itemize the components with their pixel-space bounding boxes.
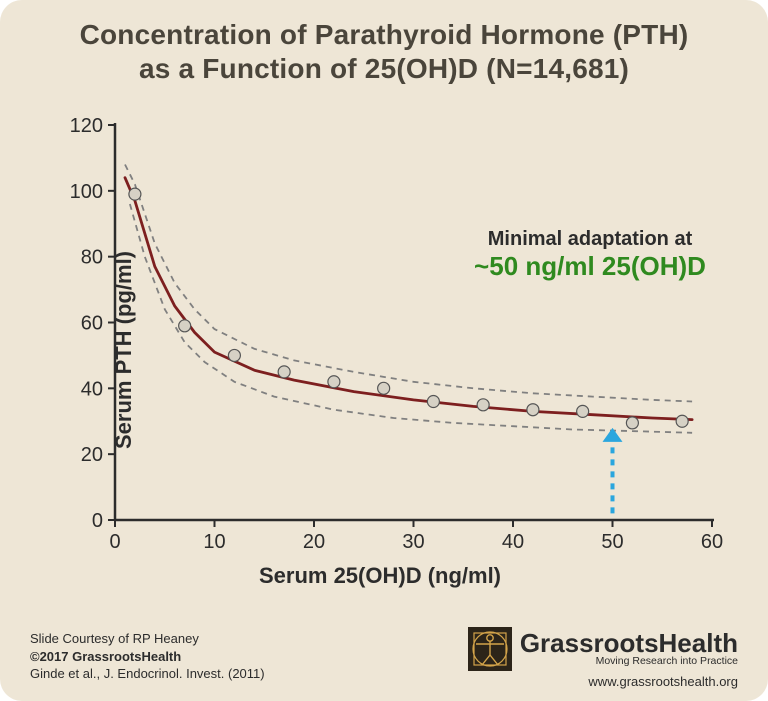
brand-name: GrassrootsHealth xyxy=(520,631,738,656)
chart-title: Concentration of Parathyroid Hormone (PT… xyxy=(0,0,768,85)
svg-text:80: 80 xyxy=(81,247,103,269)
x-axis-label: Serum 25(OH)D (ng/ml) xyxy=(30,563,730,589)
svg-text:60: 60 xyxy=(701,531,723,553)
courtesy-text: Slide Courtesy of RP Heaney xyxy=(30,630,265,648)
title-line-2: as a Function of 25(OH)D (N=14,681) xyxy=(0,52,768,86)
svg-text:50: 50 xyxy=(601,531,623,553)
svg-text:0: 0 xyxy=(92,510,103,532)
logo-row: GrassrootsHealth Moving Research into Pr… xyxy=(468,627,738,671)
logo-icon xyxy=(468,627,512,671)
chart-card: Concentration of Parathyroid Hormone (PT… xyxy=(0,0,768,701)
svg-text:0: 0 xyxy=(109,531,120,553)
y-axis-label: Serum PTH (pg/ml) xyxy=(111,251,137,449)
logo-text: GrassrootsHealth Moving Research into Pr… xyxy=(520,631,738,666)
brand-block: GrassrootsHealth Moving Research into Pr… xyxy=(468,627,738,689)
citation-text: Ginde et al., J. Endocrinol. Invest. (20… xyxy=(30,665,265,683)
footer: Slide Courtesy of RP Heaney ©2017 Grassr… xyxy=(30,619,738,689)
svg-text:20: 20 xyxy=(303,531,325,553)
title-line-1: Concentration of Parathyroid Hormone (PT… xyxy=(0,18,768,52)
copyright-text: ©2017 GrassrootsHealth xyxy=(30,648,265,666)
svg-text:60: 60 xyxy=(81,313,103,335)
svg-text:120: 120 xyxy=(70,115,103,137)
svg-text:30: 30 xyxy=(402,531,424,553)
brand-url: www.grassrootshealth.org xyxy=(588,674,738,689)
chart-area: Serum PTH (pg/ml) 0 20 40 60 80 100 120 0 10 20 30… xyxy=(30,115,730,585)
svg-text:10: 10 xyxy=(203,531,225,553)
svg-text:20: 20 xyxy=(81,444,103,466)
footer-credits: Slide Courtesy of RP Heaney ©2017 Grassr… xyxy=(30,630,265,683)
callout-text-2: ~50 ng/ml 25(OH)D xyxy=(430,251,750,282)
svg-text:40: 40 xyxy=(81,378,103,400)
callout-annotation: Minimal adaptation at ~50 ng/ml 25(OH)D xyxy=(430,228,750,282)
svg-text:100: 100 xyxy=(70,181,103,203)
callout-text-1: Minimal adaptation at xyxy=(430,228,750,251)
svg-text:40: 40 xyxy=(502,531,524,553)
